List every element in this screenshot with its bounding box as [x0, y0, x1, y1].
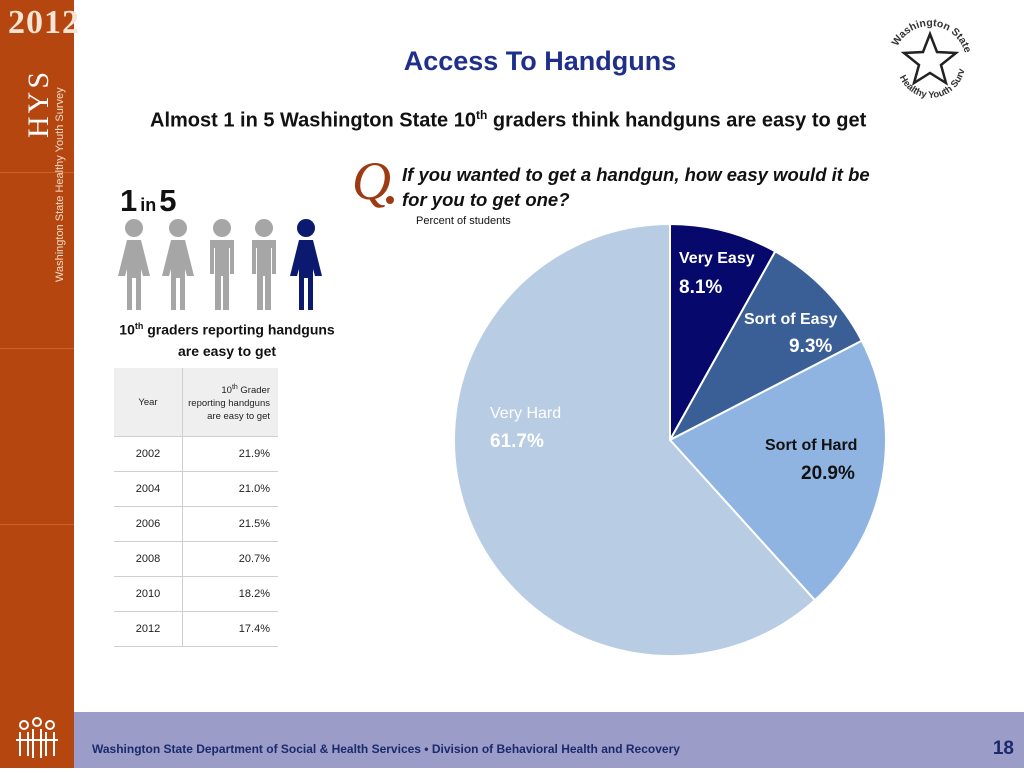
family-logo-icon	[16, 717, 58, 758]
pie-chart	[453, 222, 887, 657]
trend-table: Year 10th Grader reporting handguns are …	[114, 368, 278, 647]
infographic-caption: 10th graders reporting handguns are easy…	[119, 321, 335, 359]
page-title: Access To Handguns	[403, 46, 677, 76]
pie-slice-very-hard	[453, 222, 817, 657]
star-icon	[900, 30, 960, 86]
sidebar-survey-name: Washington State Healthy Youth Survey	[48, 50, 70, 290]
col-value-header: 10th Grader reporting handguns are easy …	[182, 368, 278, 437]
sidebar-year: 2012	[8, 4, 80, 41]
table-header-row: Year 10th Grader reporting handguns are …	[114, 368, 278, 437]
table-row: 2012 17.4%	[114, 611, 278, 647]
label-sort-of-hard: Sort of Hard	[765, 437, 858, 454]
svg-text:HYS: HYS	[22, 69, 55, 138]
cell-value: 18.2%	[182, 576, 278, 612]
pie-slice-very-easy	[669, 222, 777, 444]
label-very-hard: Very Hard	[490, 405, 562, 422]
table-row: 2010 18.2%	[114, 576, 278, 612]
table-row: 2002 21.9%	[114, 436, 278, 472]
percent-note: Percent of students	[416, 215, 511, 227]
cell-value: 17.4%	[182, 611, 278, 647]
cell-value: 20.7%	[182, 541, 278, 577]
male-person-icon	[252, 219, 276, 310]
table-row: 2004 21.0%	[114, 471, 278, 507]
label-sort-of-easy: Sort of Easy	[744, 311, 838, 328]
table-row: 2006 21.5%	[114, 506, 278, 542]
cell-year: 2002	[114, 436, 183, 472]
pie-slice-sort-of-easy	[667, 250, 864, 443]
acronym-text: HYS	[22, 69, 55, 138]
sidebar-survey-text: Washington State Healthy Youth Survey	[54, 87, 66, 282]
label-very-easy: Very Easy	[679, 250, 755, 267]
male-person-icon	[210, 219, 234, 310]
cell-value: 21.5%	[182, 506, 278, 542]
question-dot	[386, 196, 394, 204]
highlighted-person-icon	[290, 219, 322, 310]
female-person-icon	[118, 219, 150, 310]
survey-question: If you wanted to get a handgun, how easy…	[402, 164, 870, 210]
value-very-easy: 8.1%	[679, 277, 723, 298]
cell-year: 2008	[114, 541, 183, 577]
people-icons	[114, 218, 326, 317]
value-sort-of-easy: 9.3%	[789, 336, 833, 357]
hys-badge: Washington State Healthy Youth Survey	[877, 8, 980, 111]
value-sort-of-hard: 20.9%	[801, 463, 855, 484]
pie-slice-sort-of-hard	[668, 339, 887, 602]
sidebar-acronym: HYS	[16, 60, 56, 140]
question-mark-icon: Q	[352, 151, 391, 211]
one-in-five-heading: 1 in5	[120, 183, 177, 218]
cell-value: 21.0%	[182, 471, 278, 507]
cell-value: 21.9%	[182, 436, 278, 472]
footer-text: Washington State Department of Social & …	[92, 742, 680, 756]
value-very-hard: 61.7%	[490, 431, 544, 452]
cell-year: 2004	[114, 471, 183, 507]
female-person-icon	[162, 219, 194, 310]
sidebar: 2012 HYS Washington State Healthy Youth …	[0, 0, 79, 712]
page-number: 18	[992, 738, 1014, 759]
cell-year: 2010	[114, 576, 183, 612]
footer: Washington State Department of Social & …	[0, 712, 1024, 768]
table-row: 2008 20.7%	[114, 541, 278, 577]
subtitle: Almost 1 in 5 Washington State 10th grad…	[150, 108, 867, 132]
cell-year: 2012	[114, 611, 183, 647]
col-year-header: Year	[114, 368, 183, 437]
dshs-logo	[0, 712, 74, 768]
cell-year: 2006	[114, 506, 183, 542]
